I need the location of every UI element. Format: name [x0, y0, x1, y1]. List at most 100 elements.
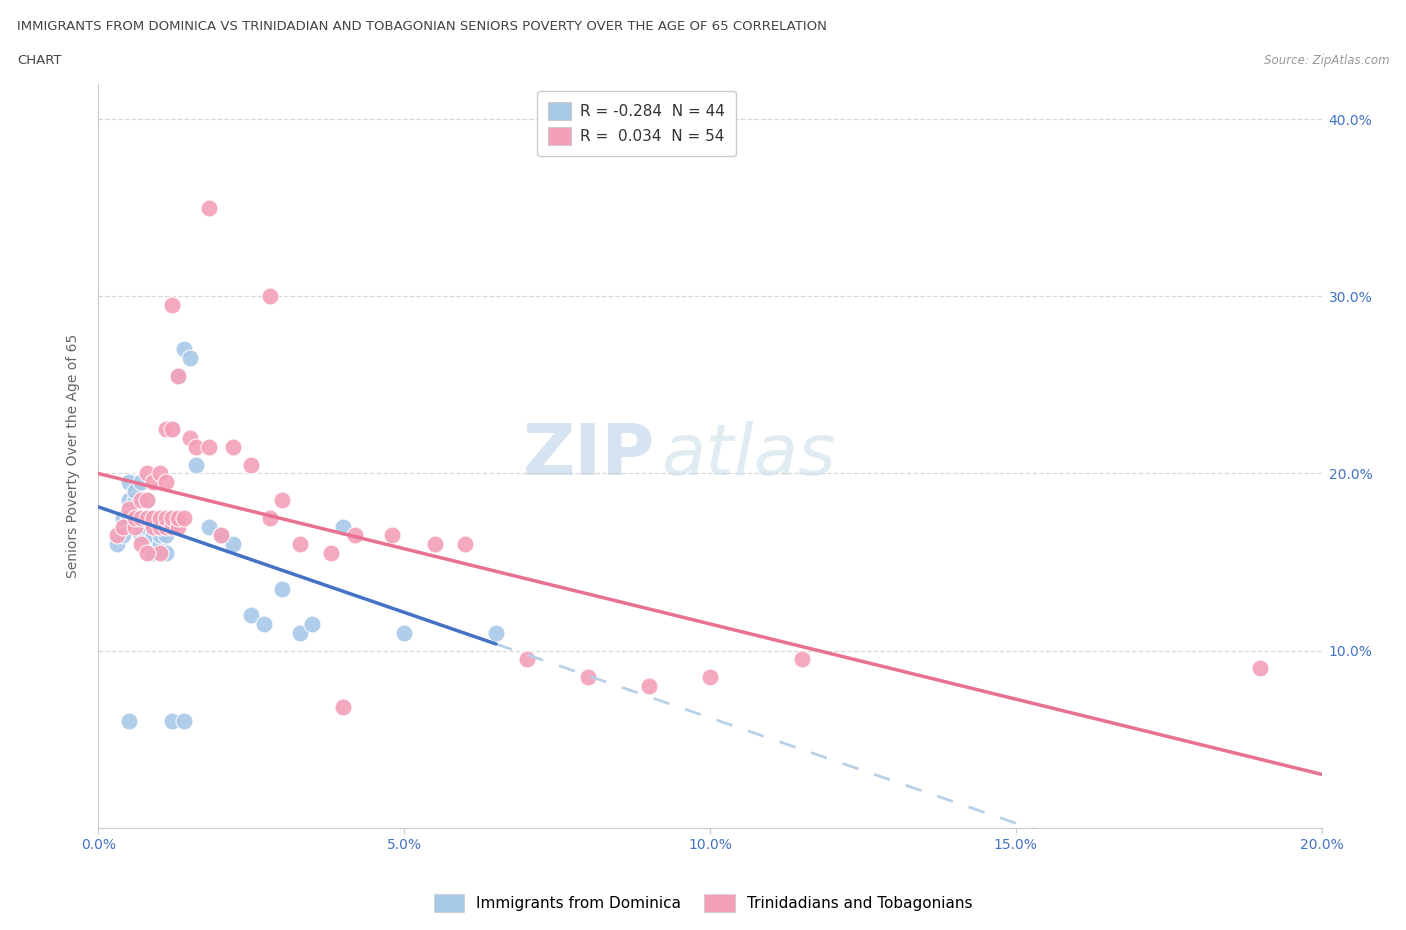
Point — [111, 528, 134, 543]
Point — [149, 466, 172, 481]
Point — [167, 368, 190, 383]
Point — [136, 546, 159, 561]
Point — [142, 511, 165, 525]
Point — [454, 537, 477, 551]
Point — [209, 528, 232, 543]
Point — [173, 511, 195, 525]
Point — [155, 546, 177, 561]
Point — [637, 679, 661, 694]
Point — [118, 493, 141, 508]
Point — [155, 519, 177, 534]
Text: ZIP: ZIP — [523, 421, 655, 490]
Point — [136, 528, 159, 543]
Point — [222, 439, 245, 454]
Point — [790, 652, 813, 667]
Point — [142, 519, 165, 534]
Point — [155, 528, 177, 543]
Point — [516, 652, 538, 667]
Legend: Immigrants from Dominica, Trinidadians and Tobagonians: Immigrants from Dominica, Trinidadians a… — [427, 888, 979, 918]
Point — [136, 511, 159, 525]
Point — [136, 519, 159, 534]
Point — [173, 342, 195, 357]
Text: atlas: atlas — [661, 421, 835, 490]
Point — [149, 519, 172, 534]
Point — [129, 511, 152, 525]
Point — [124, 484, 146, 498]
Text: CHART: CHART — [17, 54, 62, 67]
Point — [136, 493, 159, 508]
Point — [381, 528, 404, 543]
Point — [118, 714, 141, 729]
Point — [129, 475, 152, 490]
Point — [118, 501, 141, 516]
Point — [105, 528, 128, 543]
Point — [111, 519, 134, 534]
Point — [149, 519, 172, 534]
Point — [319, 546, 342, 561]
Point — [197, 200, 219, 215]
Point — [129, 511, 152, 525]
Point — [485, 625, 508, 640]
Point — [252, 617, 274, 631]
Point — [118, 475, 141, 490]
Point — [222, 537, 245, 551]
Point — [270, 493, 292, 508]
Point — [142, 475, 165, 490]
Point — [197, 519, 219, 534]
Y-axis label: Seniors Poverty Over the Age of 65: Seniors Poverty Over the Age of 65 — [66, 334, 80, 578]
Point — [136, 493, 159, 508]
Point — [142, 546, 165, 561]
Point — [1249, 661, 1271, 676]
Point — [179, 431, 201, 445]
Point — [160, 511, 183, 525]
Point — [186, 439, 208, 454]
Point — [167, 519, 190, 534]
Point — [124, 519, 146, 534]
Point — [186, 458, 208, 472]
Point — [124, 511, 146, 525]
Point — [142, 511, 165, 525]
Point — [129, 493, 152, 508]
Point — [160, 714, 183, 729]
Point — [118, 511, 141, 525]
Point — [129, 528, 152, 543]
Point — [197, 439, 219, 454]
Point — [124, 511, 146, 525]
Point — [105, 537, 128, 551]
Point — [155, 421, 177, 436]
Point — [576, 670, 599, 684]
Point — [270, 581, 292, 596]
Point — [160, 421, 183, 436]
Point — [240, 458, 263, 472]
Point — [160, 519, 183, 534]
Point — [160, 421, 183, 436]
Point — [149, 528, 172, 543]
Legend: R = -0.284  N = 44, R =  0.034  N = 54: R = -0.284 N = 44, R = 0.034 N = 54 — [537, 91, 735, 155]
Point — [136, 466, 159, 481]
Point — [301, 617, 323, 631]
Point — [290, 625, 312, 640]
Text: IMMIGRANTS FROM DOMINICA VS TRINIDADIAN AND TOBAGONIAN SENIORS POVERTY OVER THE : IMMIGRANTS FROM DOMINICA VS TRINIDADIAN … — [17, 20, 827, 33]
Point — [259, 289, 281, 304]
Point — [149, 511, 172, 525]
Point — [155, 475, 177, 490]
Point — [167, 511, 190, 525]
Point — [155, 511, 177, 525]
Point — [699, 670, 721, 684]
Point — [392, 625, 416, 640]
Point — [290, 537, 312, 551]
Point — [167, 368, 190, 383]
Point — [149, 546, 172, 561]
Point — [209, 528, 232, 543]
Point — [160, 298, 183, 312]
Point — [344, 528, 367, 543]
Text: Source: ZipAtlas.com: Source: ZipAtlas.com — [1264, 54, 1389, 67]
Point — [332, 519, 354, 534]
Point — [332, 699, 354, 714]
Point — [129, 537, 152, 551]
Point — [240, 607, 263, 622]
Point — [111, 511, 134, 525]
Point — [259, 511, 281, 525]
Point — [423, 537, 446, 551]
Point — [142, 528, 165, 543]
